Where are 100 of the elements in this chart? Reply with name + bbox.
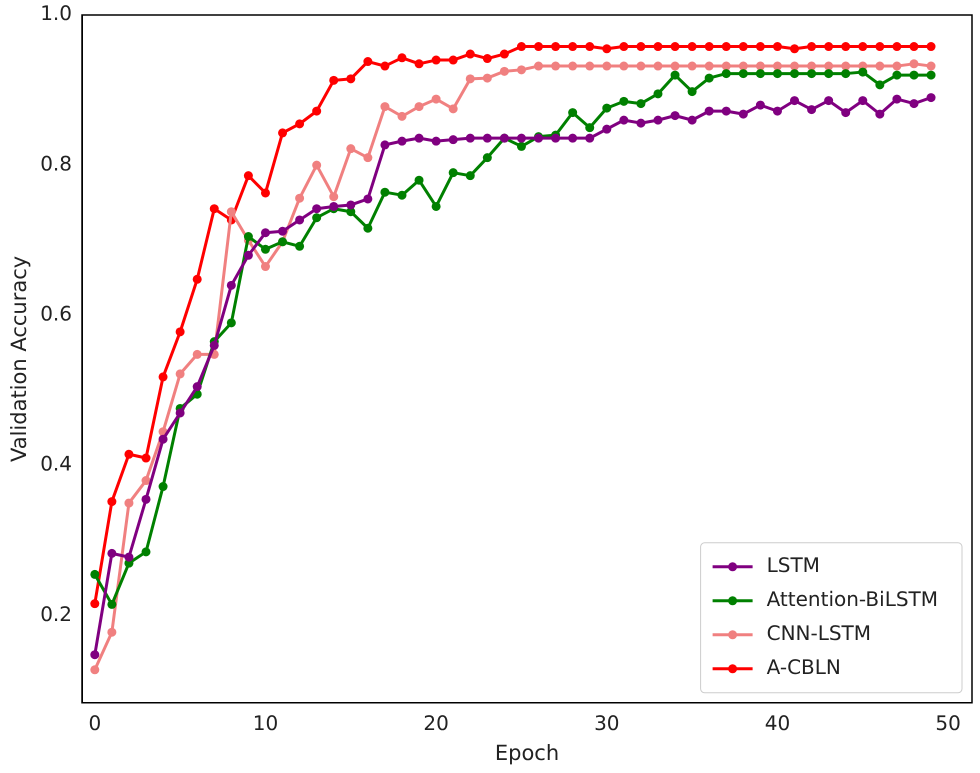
point (260, 262, 270, 272)
point (636, 118, 646, 128)
point (432, 56, 441, 65)
point (841, 42, 850, 52)
point (892, 62, 902, 71)
point (790, 96, 800, 106)
point (858, 42, 868, 52)
point (448, 135, 458, 144)
y-tick-label: 0.4 (40, 452, 72, 476)
point (90, 599, 100, 608)
point (688, 116, 697, 125)
point (516, 42, 526, 52)
point (432, 202, 441, 211)
point (602, 62, 612, 71)
point (704, 74, 714, 83)
point (380, 140, 390, 150)
point (142, 476, 151, 486)
point (688, 42, 697, 52)
point (312, 213, 322, 222)
point (909, 59, 918, 68)
point (278, 226, 288, 236)
point (90, 570, 100, 579)
point (107, 600, 116, 609)
point (107, 548, 116, 558)
point (909, 99, 918, 108)
point (414, 176, 424, 185)
point (807, 105, 816, 114)
point (448, 56, 458, 65)
point (158, 434, 168, 444)
point (619, 116, 628, 125)
point (380, 102, 390, 112)
point (568, 108, 578, 118)
point (585, 123, 594, 132)
point (756, 62, 765, 71)
point (824, 42, 834, 52)
point (516, 65, 526, 74)
point (466, 171, 475, 180)
point (397, 53, 406, 62)
point (432, 136, 441, 146)
point (772, 69, 782, 78)
point (688, 87, 697, 96)
legend-label: A-CBLN (766, 655, 841, 680)
point (278, 128, 288, 138)
point (295, 242, 304, 251)
point (312, 106, 322, 116)
point (602, 104, 612, 113)
point (841, 62, 850, 71)
point (670, 42, 680, 52)
point (670, 111, 680, 120)
point (892, 42, 902, 52)
point (619, 96, 628, 106)
point (653, 62, 662, 71)
point (534, 42, 544, 52)
point (482, 134, 492, 143)
point (653, 116, 662, 125)
point (192, 350, 202, 359)
point (192, 274, 202, 284)
point (432, 94, 441, 104)
point (124, 552, 134, 562)
x-tick-label: 10 (252, 711, 278, 736)
point (926, 70, 936, 80)
x-tick-label: 40 (764, 711, 790, 736)
point (772, 62, 782, 71)
point (756, 42, 765, 52)
point (482, 74, 492, 83)
point (260, 244, 270, 254)
point (875, 42, 884, 52)
point (329, 202, 338, 211)
point (158, 372, 168, 382)
point (636, 62, 646, 71)
point (397, 190, 406, 200)
legend-label: CNN-LSTM (766, 621, 872, 646)
y-tick-label: 1.0 (40, 1, 72, 26)
point (329, 192, 338, 202)
point (704, 106, 714, 116)
point (790, 69, 800, 78)
point (875, 80, 884, 90)
point (875, 62, 884, 71)
point (585, 42, 594, 52)
point (107, 628, 116, 637)
point (653, 89, 662, 98)
legend-label: LSTM (766, 553, 820, 578)
point (602, 124, 612, 134)
point (585, 134, 594, 143)
point (414, 134, 424, 143)
point (346, 200, 356, 210)
point (738, 69, 748, 78)
point (192, 382, 202, 392)
point (722, 69, 731, 78)
point (124, 450, 134, 459)
point (176, 327, 185, 336)
point (892, 94, 902, 104)
x-axis-title: Epoch (494, 740, 560, 765)
point (636, 42, 646, 52)
point (858, 96, 868, 106)
point (772, 106, 782, 116)
x-tick-label: 0 (88, 711, 102, 736)
y-tick-label: 0.6 (40, 302, 72, 326)
point (397, 136, 406, 146)
point (636, 99, 646, 108)
